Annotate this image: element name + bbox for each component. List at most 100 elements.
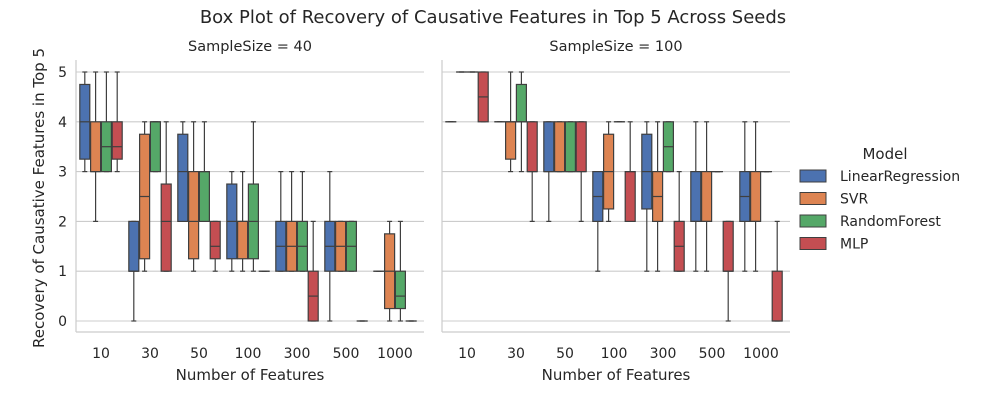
x-tick-label: 50 — [190, 346, 208, 362]
legend-swatch — [800, 193, 826, 205]
legend-swatch — [800, 170, 826, 182]
box-iqr — [544, 122, 554, 172]
y-tick-label: 3 — [58, 165, 67, 181]
x-tick-label: 300 — [650, 346, 677, 362]
box-mlp — [210, 221, 220, 271]
box-mlp — [308, 221, 318, 321]
box-svr — [91, 72, 101, 221]
box-svr — [238, 172, 248, 272]
box-randomforest — [516, 72, 526, 172]
box-iqr — [189, 172, 199, 259]
box-randomforest — [346, 221, 356, 271]
box-iqr — [772, 271, 782, 321]
box-svr — [506, 72, 516, 172]
y-tick-label: 2 — [58, 214, 67, 230]
box-mlp — [723, 221, 733, 321]
x-tick-label: 100 — [601, 346, 628, 362]
box-svr — [385, 221, 395, 321]
box-mlp — [625, 122, 635, 222]
box-linearregression — [129, 221, 139, 321]
box-linearregression — [691, 122, 701, 271]
box-iqr — [199, 172, 209, 222]
box-iqr — [178, 134, 188, 221]
box-randomforest — [150, 122, 160, 172]
box-linearregression — [80, 72, 90, 172]
box-svr — [140, 122, 150, 271]
box-iqr — [723, 221, 733, 271]
box-iqr — [506, 122, 516, 159]
box-linearregression — [642, 122, 652, 271]
y-axis-label: Recovery of Causative Features in Top 5 — [30, 48, 48, 348]
box-iqr — [150, 122, 160, 172]
box-linearregression — [227, 172, 237, 272]
box-iqr — [395, 271, 405, 308]
panel-title: SampleSize = 40 — [188, 39, 312, 55]
box-iqr — [238, 221, 248, 258]
x-tick-label: 500 — [333, 346, 360, 362]
box-mlp — [161, 122, 171, 271]
panel-samplesize-40: SampleSize = 40 Number of Features 01234… — [58, 39, 424, 384]
box-linearregression — [740, 122, 750, 271]
box-iqr — [112, 122, 122, 159]
x-tick-label: 500 — [699, 346, 726, 362]
box-iqr — [691, 172, 701, 222]
box-linearregression — [276, 172, 286, 272]
box-iqr — [91, 122, 101, 172]
box-linearregression — [325, 172, 335, 321]
box-iqr — [129, 221, 139, 271]
box-svr — [555, 122, 565, 172]
box-iqr — [516, 84, 526, 121]
box-mlp — [112, 72, 122, 172]
box-iqr — [751, 172, 761, 222]
box-randomforest — [663, 122, 673, 172]
box-iqr — [576, 122, 586, 172]
box-randomforest — [395, 221, 405, 321]
x-tick-label: 1000 — [377, 346, 413, 362]
box-svr — [336, 221, 346, 271]
box-linearregression — [544, 122, 554, 222]
chart-title: Box Plot of Recovery of Causative Featur… — [200, 7, 786, 28]
legend-label: RandomForest — [840, 214, 941, 230]
box-randomforest — [248, 122, 258, 271]
box-svr — [189, 122, 199, 271]
box-mlp — [478, 72, 488, 122]
x-tick-label: 30 — [141, 346, 159, 362]
box-randomforest — [297, 172, 307, 272]
y-tick-label: 1 — [58, 264, 67, 280]
x-tick-label: 10 — [92, 346, 110, 362]
x-tick-label: 1000 — [743, 346, 779, 362]
box-randomforest — [199, 122, 209, 222]
x-axis-label: Number of Features — [542, 366, 691, 384]
box-iqr — [161, 184, 171, 271]
legend-label: LinearRegression — [840, 169, 960, 185]
legend-title: Model — [862, 145, 907, 163]
box-linearregression — [178, 122, 188, 222]
x-axis-label: Number of Features — [176, 366, 325, 384]
box-svr — [702, 122, 712, 271]
box-mlp — [527, 122, 537, 222]
box-iqr — [565, 122, 575, 172]
x-tick-label: 300 — [284, 346, 311, 362]
box-iqr — [702, 172, 712, 222]
legend-swatch — [800, 215, 826, 227]
y-tick-label: 5 — [58, 65, 67, 81]
x-tick-label: 30 — [507, 346, 525, 362]
box-randomforest — [565, 122, 575, 172]
y-tick-label: 0 — [58, 314, 67, 330]
legend-label: MLP — [840, 237, 868, 253]
box-svr — [751, 122, 761, 271]
panel-title: SampleSize = 100 — [549, 39, 682, 55]
box-svr — [604, 122, 614, 222]
panel-samplesize-100: SampleSize = 100 Number of Features 10 30… — [442, 39, 790, 384]
box-iqr — [210, 221, 220, 258]
box-iqr — [527, 122, 537, 172]
box-mlp — [674, 172, 684, 272]
legend-swatch — [800, 238, 826, 250]
box-mlp — [576, 122, 586, 222]
box-iqr — [625, 172, 635, 222]
x-tick-label: 10 — [458, 346, 476, 362]
box-svr — [287, 172, 297, 272]
